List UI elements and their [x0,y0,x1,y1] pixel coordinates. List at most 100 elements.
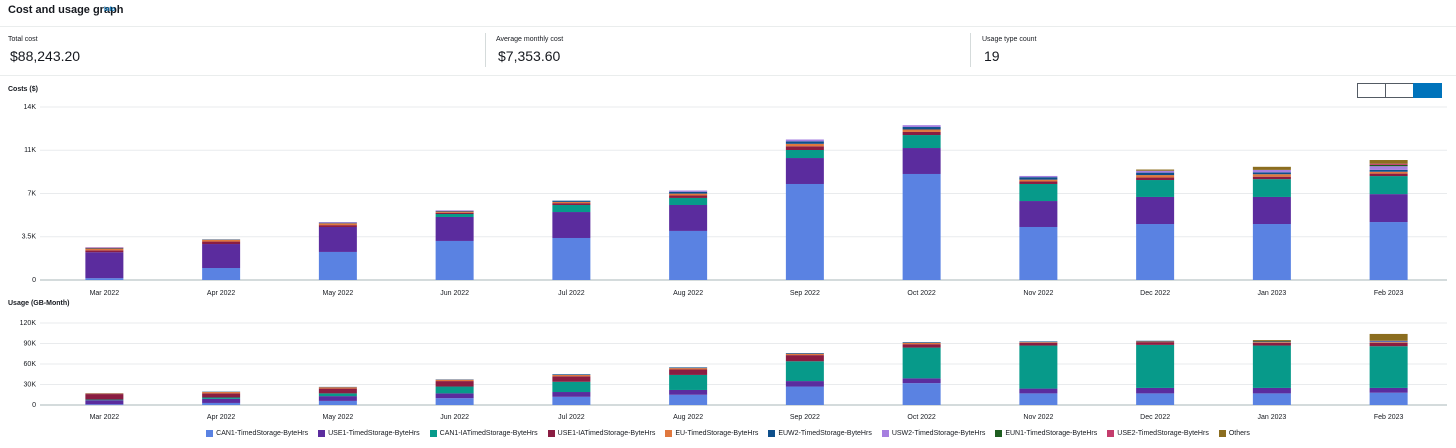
x-tick-label: Sep 2022 [790,290,820,297]
bar-segment [436,211,474,212]
bar-segment [552,374,590,375]
bar-segment [1136,170,1174,171]
bar-segment [1370,194,1408,222]
y-tick-label: 11K [24,147,36,154]
bar-segment [1370,172,1408,174]
x-tick-label: Oct 2022 [907,290,936,297]
legend-item[interactable]: CAN1-IATimedStorage-ByteHrs [430,430,538,437]
legend-label: CAN1-TimedStorage-ByteHrs [216,430,308,437]
bar-segment [1370,341,1408,342]
x-tick-label: May 2022 [323,290,354,297]
x-tick-label: Dec 2022 [1140,414,1170,421]
bar-segment [903,129,941,131]
legend-label: Others [1229,430,1250,437]
bar-segment [669,191,707,192]
bar-segment [1136,341,1174,342]
bar-segment [1370,342,1408,343]
legend-label: EUW2-TimedStorage-ByteHrs [778,430,872,437]
bar-segment [1136,180,1174,197]
bar-segment [669,195,707,197]
legend-label: EUN1-TimedStorage-ByteHrs [1005,430,1097,437]
bar-segment [1019,342,1057,343]
bar-segment [552,205,590,212]
bar-segment [552,376,590,381]
y-tick-label: 3.5K [22,234,37,241]
bar-segment [669,368,707,369]
x-tick-label: Jan 2023 [1257,414,1286,421]
legend-item[interactable]: EUN1-TimedStorage-ByteHrs [995,430,1097,437]
legend-item[interactable]: USE2-TimedStorage-ByteHrs [1107,430,1209,437]
bar-segment [1370,341,1408,342]
bar-segment [436,210,474,211]
bar-segment [1253,167,1291,170]
x-tick-label: Jun 2022 [440,290,469,297]
bar-segment [1136,342,1174,345]
bar-segment [1253,340,1291,341]
legend-swatch [430,430,437,437]
bar-segment [1019,393,1057,405]
x-tick-label: Mar 2022 [90,414,120,421]
x-tick-label: Feb 2023 [1374,290,1404,297]
bar-segment [552,201,590,202]
bar-segment [319,223,357,225]
legend-item[interactable]: Others [1219,430,1250,437]
x-tick-label: Aug 2022 [673,414,703,421]
bar-segment [436,380,474,381]
bar-segment [1253,179,1291,197]
bar-segment [1019,346,1057,389]
bar-segment [85,278,123,280]
legend-item[interactable]: EU-TimedStorage-ByteHrs [665,430,758,437]
bar-segment [319,223,357,224]
bar-segment [669,395,707,405]
legend-item[interactable]: USE1-TimedStorage-ByteHrs [318,430,420,437]
bar-segment [1253,343,1291,346]
legend-swatch [1219,430,1226,437]
bar-segment [903,343,941,344]
bar-segment [436,214,474,217]
bar-segment [552,375,590,376]
bar-segment [1253,341,1291,342]
legend-item[interactable]: USW2-TimedStorage-ByteHrs [882,430,986,437]
bar-segment [669,367,707,368]
legend-item[interactable]: CAN1-TimedStorage-ByteHrs [206,430,308,437]
bar-segment [1370,343,1408,346]
y-tick-label: 0 [32,277,36,284]
legend-label: USE1-IATimedStorage-ByteHrs [558,430,656,437]
bar-segment [1370,334,1408,341]
bar-segment [436,381,474,386]
bar-segment [85,252,123,278]
y-tick-label: 120K [20,320,37,327]
x-tick-label: Jun 2022 [440,414,469,421]
bar-segment [202,244,240,268]
bar-segment [786,158,824,184]
bar-segment [552,382,590,392]
x-tick-label: Oct 2022 [907,414,936,421]
bar-segment [85,400,123,401]
bar-segment [85,248,123,249]
bar-segment [319,387,357,388]
bar-segment [1370,176,1408,194]
bar-segment [1253,170,1291,172]
bar-segment [436,393,474,398]
bar-segment [1019,389,1057,394]
x-tick-label: Dec 2022 [1140,290,1170,297]
bar-segment [1253,174,1291,176]
bar-segment [1019,180,1057,182]
legend-label: EU-TimedStorage-ByteHrs [675,430,758,437]
legend-item[interactable]: EUW2-TimedStorage-ByteHrs [768,430,872,437]
bar-segment [786,387,824,405]
bar-segment [1370,346,1408,388]
x-tick-label: Feb 2023 [1374,414,1404,421]
legend-swatch [882,430,889,437]
bar-segment [786,139,824,141]
bar-segment [202,242,240,244]
legend-item[interactable]: USE1-IATimedStorage-ByteHrs [548,430,656,437]
legend-swatch [768,430,775,437]
x-tick-label: Nov 2022 [1023,290,1053,297]
bar-segment [1136,393,1174,405]
bar-segment [1370,388,1408,393]
bar-segment [1019,201,1057,227]
x-tick-label: May 2022 [323,414,354,421]
bar-segment [436,241,474,280]
